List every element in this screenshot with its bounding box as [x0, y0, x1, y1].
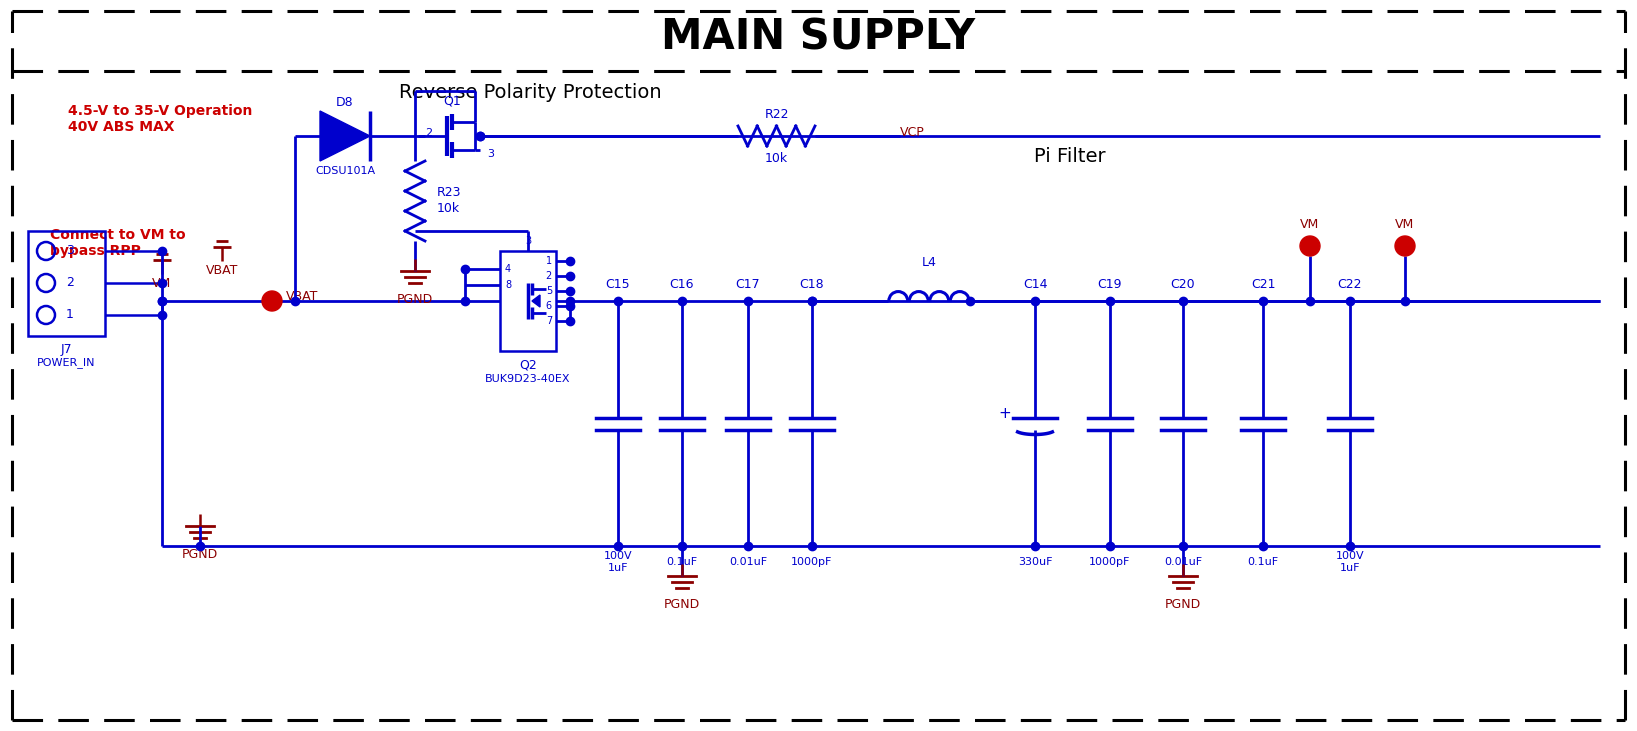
Circle shape: [1300, 236, 1319, 256]
Text: 330uF: 330uF: [1018, 557, 1053, 567]
Polygon shape: [319, 111, 370, 161]
Text: D8: D8: [336, 96, 354, 110]
Text: POWER_IN: POWER_IN: [38, 357, 95, 368]
Text: 4: 4: [504, 264, 511, 274]
Text: C14: C14: [1023, 279, 1048, 292]
Text: VBAT: VBAT: [206, 264, 239, 277]
Text: VM: VM: [152, 277, 172, 290]
Text: C16: C16: [670, 279, 694, 292]
Text: PGND: PGND: [396, 293, 434, 306]
Text: 5: 5: [545, 286, 552, 296]
Text: 0.01uF: 0.01uF: [728, 557, 768, 567]
Text: 8: 8: [504, 280, 511, 290]
Text: Connect to VM to
bypass RPP: Connect to VM to bypass RPP: [51, 228, 185, 258]
Text: 4.5-V to 35-V Operation
40V ABS MAX: 4.5-V to 35-V Operation 40V ABS MAX: [69, 104, 252, 134]
Text: C21: C21: [1251, 279, 1275, 292]
Circle shape: [1395, 236, 1414, 256]
Text: 6: 6: [545, 301, 552, 311]
Text: J7: J7: [61, 343, 72, 355]
Text: PGND: PGND: [665, 598, 701, 611]
Text: 2: 2: [65, 276, 74, 289]
Text: 0.1uF: 0.1uF: [1247, 557, 1278, 567]
Text: VCP: VCP: [900, 126, 925, 140]
Circle shape: [262, 291, 282, 311]
Text: C17: C17: [735, 279, 760, 292]
Text: 2: 2: [545, 271, 552, 281]
Text: MAIN SUPPLY: MAIN SUPPLY: [661, 17, 976, 59]
Text: Q1: Q1: [444, 94, 462, 107]
Text: C19: C19: [1098, 279, 1123, 292]
Text: 1: 1: [545, 256, 552, 266]
Text: VM: VM: [1300, 218, 1319, 231]
Text: 100V
1uF: 100V 1uF: [1336, 551, 1364, 573]
Text: CDSU101A: CDSU101A: [314, 166, 375, 176]
Polygon shape: [532, 295, 540, 307]
Text: 3: 3: [488, 149, 494, 159]
Text: 3: 3: [65, 244, 74, 257]
Text: R23: R23: [437, 186, 462, 200]
Text: 1000pF: 1000pF: [791, 557, 833, 567]
Text: C20: C20: [1170, 279, 1195, 292]
Text: 10k: 10k: [764, 151, 787, 164]
Text: R22: R22: [764, 107, 789, 121]
Text: C22: C22: [1337, 279, 1362, 292]
Text: +: +: [999, 406, 1012, 421]
Text: VM: VM: [1395, 218, 1414, 231]
Text: 1: 1: [65, 308, 74, 322]
Text: PGND: PGND: [182, 548, 218, 561]
Text: BUK9D23-40EX: BUK9D23-40EX: [485, 374, 571, 384]
Text: 7: 7: [545, 316, 552, 326]
Text: Reverse Polarity Protection: Reverse Polarity Protection: [399, 83, 661, 102]
Text: 3: 3: [525, 236, 530, 246]
Text: 10k: 10k: [437, 202, 460, 216]
Text: L4: L4: [922, 257, 936, 270]
Text: 2: 2: [426, 128, 432, 138]
Text: 1000pF: 1000pF: [1089, 557, 1131, 567]
Text: PGND: PGND: [1166, 598, 1202, 611]
Text: 100V
1uF: 100V 1uF: [604, 551, 632, 573]
Text: Pi Filter: Pi Filter: [1035, 146, 1107, 165]
Text: Q2: Q2: [519, 358, 537, 371]
Text: C18: C18: [800, 279, 825, 292]
Text: VBAT: VBAT: [286, 289, 318, 303]
Text: 0.01uF: 0.01uF: [1164, 557, 1202, 567]
Text: 0.1uF: 0.1uF: [666, 557, 697, 567]
Text: C15: C15: [606, 279, 630, 292]
